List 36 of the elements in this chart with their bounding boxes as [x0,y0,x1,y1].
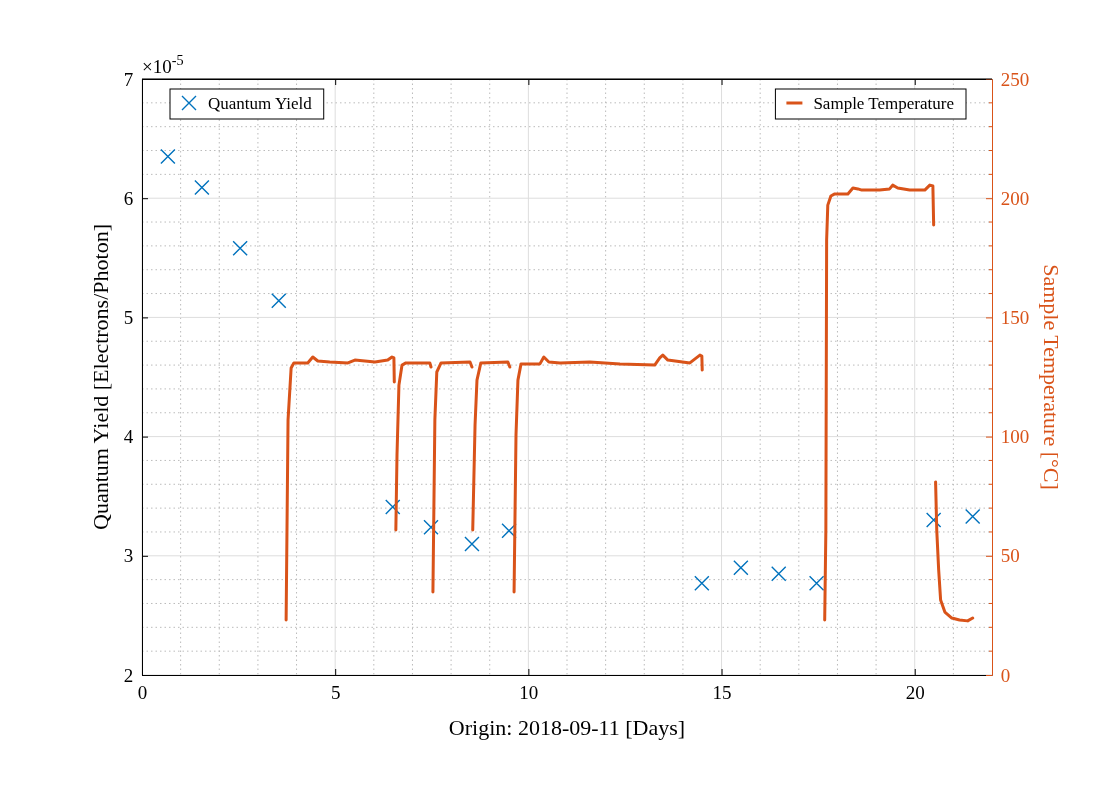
point [385,499,401,515]
point [964,508,981,525]
x-tick-label: 20 [905,681,925,703]
point [733,560,749,576]
y2-tick-label: 0 [1000,664,1011,686]
legend-label: Sample Temperature [813,94,954,113]
point [232,240,248,256]
y2-tick-label: 100 [1000,426,1030,448]
x-axis-title: Origin: 2018-09-11 [Days] [448,715,686,740]
y-axis-title: Quantum Yield [Electrons/Photon] [88,224,113,530]
x-tick-label: 10 [519,681,539,703]
y-tick-label: 5 [123,306,134,328]
y-tick-label: 2 [123,664,134,686]
y-tick-label: 6 [123,187,134,209]
point [271,293,287,309]
text: ×10$^{-5}$ [142,52,184,77]
point [808,575,825,591]
point [925,512,942,528]
x-tick-label: 5 [330,681,341,703]
point [771,565,787,582]
point [423,519,439,535]
y2-tick-label: 200 [1000,187,1030,209]
y-tick-label: 3 [123,545,134,567]
point [194,179,210,196]
y-tick-label: 7 [123,68,134,90]
y2-axis-title: Sample Temperature [°C] [1039,264,1064,490]
x-tick-label: 15 [712,681,732,703]
y2-tick-label: 50 [1000,545,1020,567]
y-tick-label: 4 [123,426,134,448]
point [464,536,480,552]
y2-tick-label: 250 [1000,68,1030,90]
point [694,575,710,591]
legend-label: Quantum Yield [208,94,313,113]
point [160,148,176,165]
x-tick-label: 0 [137,681,148,703]
y2-tick-label: 150 [1000,306,1030,328]
